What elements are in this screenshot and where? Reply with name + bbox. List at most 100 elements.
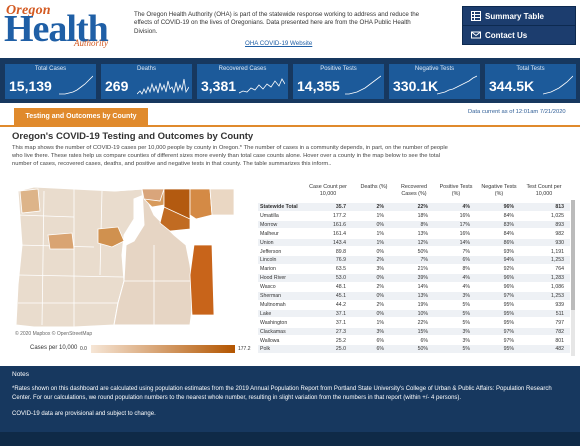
table-cell: 3% (462, 293, 471, 299)
table-cell: 96% (503, 275, 514, 282)
table-cell: 1,191 (551, 248, 564, 255)
table-cell: 7% (462, 248, 471, 255)
table-cell: 6% (462, 257, 471, 264)
table-row[interactable]: Malheur 161.4 1% 13% 16% 84% 982 (258, 230, 570, 238)
table-cell: 45.1 (335, 293, 346, 299)
sparkline-icon (543, 75, 573, 95)
logo-line3: Authority (74, 38, 108, 48)
header: Oregon Health Authority The Oregon Healt… (0, 0, 580, 58)
table-cell: 86% (503, 239, 514, 246)
county-name: Marion (260, 266, 276, 273)
table-cell: 95% (503, 301, 514, 308)
county-name: Morrow (260, 221, 278, 228)
kpi-label: Deaths (136, 66, 156, 72)
table-cell: 15% (417, 328, 428, 335)
table-cell: 76.9 (335, 257, 346, 264)
oha-logo[interactable]: Oregon Health Authority (4, 3, 132, 49)
table-cell: 161.6 (333, 221, 346, 228)
col-case-count[interactable]: Case Count per 10,000 (309, 184, 347, 197)
table-cell: 14% (459, 239, 470, 246)
table-row[interactable]: Polk 25.0 6% 50% 5% 95% 482 (258, 345, 570, 353)
col-positive[interactable]: Positive Tests (%) (439, 184, 473, 197)
kpi-negative-tests[interactable]: Negative Tests 330.1K (389, 64, 480, 99)
table-cell: 17% (459, 221, 470, 228)
table-cell: 96% (503, 204, 514, 210)
table-cell: 97% (503, 293, 514, 299)
table-cell: 18% (417, 212, 428, 219)
table-cell: 22% (417, 319, 428, 326)
table-cell: 813 (555, 204, 564, 210)
table-cell: 16% (459, 212, 470, 219)
col-negative[interactable]: Negative Tests (%) (481, 184, 517, 197)
table-row[interactable]: Sherman 45.1 0% 13% 3% 97% 1,253 (258, 292, 570, 300)
section-title: Oregon's COVID-19 Testing and Outcomes b… (12, 131, 254, 142)
intro-text: The Oregon Health Authority (OHA) is par… (134, 11, 420, 35)
scrollbar-thumb[interactable] (571, 200, 575, 310)
kpi-positive-tests[interactable]: Positive Tests 14,355 (293, 64, 384, 99)
col-test-count[interactable]: Test Count per 10,000 (526, 184, 562, 197)
table-cell: 1% (376, 230, 385, 237)
table-cell: 5% (462, 319, 471, 326)
table-cell: 0% (376, 310, 385, 317)
table-cell: 2% (376, 284, 385, 291)
col-deaths[interactable]: Deaths (%) (360, 184, 388, 190)
sparkline-icon (137, 78, 189, 95)
table-cell: 764 (555, 266, 564, 273)
table-row[interactable]: Morrow 161.6 0% 8% 17% 83% 893 (258, 220, 570, 229)
table-cell: 797 (555, 319, 564, 326)
table-cell: 50% (417, 346, 428, 353)
notes-paragraph: *Rates shown on this dashboard are calcu… (12, 386, 552, 401)
table-row[interactable]: Wallowa 25.2 6% 6% 3% 97% 801 (258, 337, 570, 345)
county-name: Umatilla (260, 212, 279, 219)
table-row[interactable]: Marion 63.5 3% 21% 8% 92% 764 (258, 265, 570, 273)
table-cell: 511 (555, 310, 564, 317)
table-row[interactable]: Lincoln 76.9 2% 7% 6% 94% 1,253 (258, 256, 570, 264)
kpi-total-cases[interactable]: Total Cases 15,139 (5, 64, 96, 99)
table-cell: 930 (555, 239, 564, 246)
county-name: Statewide Total (260, 204, 298, 210)
tab-testing-outcomes[interactable]: Testing and Outcomes by County (14, 108, 148, 125)
table-cell: 7% (420, 257, 429, 264)
table-cell: 97% (503, 337, 514, 344)
table-cell: 84% (503, 230, 514, 237)
table-cell: 12% (417, 239, 428, 246)
table-cell: 1% (376, 212, 385, 219)
kpi-label: Total Cases (34, 66, 67, 72)
table-row[interactable]: Clackamas 27.3 3% 15% 3% 97% 782 (258, 327, 570, 336)
kpi-label: Total Tests (516, 66, 545, 72)
table-row[interactable]: Umatilla 177.2 1% 18% 16% 84% 1,025 (258, 212, 570, 220)
table-row[interactable]: Lake 37.1 0% 10% 5% 95% 511 (258, 309, 570, 318)
table-row[interactable]: Wasco 48.1 2% 14% 4% 96% 1,086 (258, 283, 570, 291)
table-row-total[interactable]: Statewide Total 35.7 2% 22% 4% 96% 813 (258, 203, 570, 211)
kpi-deaths[interactable]: Deaths 269 (101, 64, 192, 99)
table-row[interactable]: Washington 37.1 1% 22% 5% 95% 797 (258, 319, 570, 327)
table-cell: 4% (462, 275, 471, 282)
table-row[interactable]: Hood River 53.0 0% 39% 4% 96% 1,283 (258, 274, 570, 282)
map-credit: © 2020 Mapbox © OpenStreetMap (15, 331, 93, 337)
kpi-recovered-cases[interactable]: Recovered Cases 3,381 (197, 64, 288, 99)
tab-underline (0, 125, 580, 127)
table-row[interactable]: Jefferson 89.8 0% 50% 7% 93% 1,191 (258, 248, 570, 256)
table-cell: 782 (555, 328, 564, 335)
table-cell: 21% (417, 266, 428, 273)
table-cell: 1% (376, 239, 385, 246)
table-row[interactable]: Union 143.4 1% 12% 14% 86% 930 (258, 238, 570, 247)
table-cell: 8% (420, 221, 429, 228)
table-cell: 13% (417, 293, 428, 299)
oha-website-link[interactable]: OHA COVID-19 Website (245, 40, 313, 47)
table-scrollbar[interactable] (571, 200, 575, 356)
col-recovered[interactable]: Recovered Cases (%) (400, 184, 428, 197)
table-cell: 5% (462, 310, 471, 317)
kpi-bar (0, 58, 580, 103)
table-cell: 97% (503, 328, 514, 335)
summary-table-button[interactable]: Summary Table (462, 6, 576, 26)
table-cell: 13% (417, 230, 428, 237)
table-cell: 482 (555, 346, 564, 353)
table-cell: 8% (462, 266, 471, 273)
table-row[interactable]: Multnomah 44.2 2% 19% 5% 95% 939 (258, 301, 570, 309)
kpi-total-tests[interactable]: Total Tests 344.5K (485, 64, 576, 99)
table-cell: 5% (462, 301, 471, 308)
contact-us-button[interactable]: Contact Us (462, 25, 576, 45)
table-icon (471, 11, 481, 21)
oregon-county-map[interactable] (14, 185, 240, 345)
